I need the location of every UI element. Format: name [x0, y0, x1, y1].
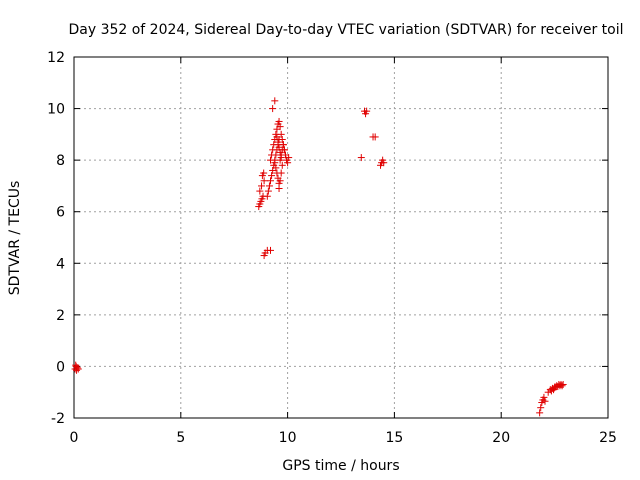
data-point — [267, 177, 275, 185]
data-point — [357, 154, 365, 162]
data-point — [276, 177, 284, 185]
data-point — [270, 141, 278, 149]
plot-frame — [73, 56, 609, 419]
data-point — [277, 130, 285, 138]
y-tick-label: 10 — [47, 102, 65, 118]
x-tick-label: 25 — [599, 430, 617, 446]
y-tick-label: 6 — [56, 205, 65, 221]
y-tick-label: 4 — [56, 256, 65, 272]
data-point — [554, 383, 562, 391]
x-tick-label: 20 — [492, 430, 510, 446]
data-point — [275, 185, 283, 193]
chart-title: Day 352 of 2024, Sidereal Day-to-day VTE… — [68, 22, 623, 38]
data-point — [256, 187, 264, 195]
data-point — [363, 107, 371, 115]
data-point — [274, 138, 282, 146]
data-point — [271, 159, 279, 167]
y-tick-label: -2 — [51, 411, 65, 427]
data-point — [74, 365, 82, 373]
data-point — [541, 397, 549, 405]
data-point — [280, 146, 288, 154]
data-point — [279, 141, 287, 149]
data-point — [275, 117, 283, 125]
data-point — [278, 136, 286, 144]
y-tick-label: 8 — [56, 153, 65, 169]
data-point — [269, 146, 277, 154]
data-point — [273, 133, 281, 141]
data-point — [268, 151, 276, 159]
data-point — [536, 409, 544, 417]
y-tick-label: 2 — [56, 308, 65, 324]
y-tick-label: 0 — [56, 359, 65, 375]
data-point — [276, 123, 284, 131]
data-point — [558, 382, 566, 390]
data-point — [267, 246, 275, 254]
data-point — [258, 182, 266, 190]
data-point — [281, 151, 289, 159]
data-point — [371, 133, 379, 141]
x-axis-label: GPS time / hours — [282, 458, 399, 474]
grid — [74, 57, 608, 418]
data-point — [267, 156, 275, 164]
data-point — [263, 192, 271, 200]
x-tick-label: 15 — [385, 430, 403, 446]
data-point — [537, 404, 545, 412]
x-tick-label: 5 — [176, 430, 185, 446]
axis-ticks: 0 5 10 15 20 25 -2 0 2 4 6 8 10 12 — [47, 50, 617, 446]
data-point — [260, 177, 268, 185]
data-point — [73, 366, 81, 374]
y-axis-label: SDTVAR / TECUs — [7, 181, 23, 296]
data-point — [260, 169, 268, 177]
x-tick-label: 10 — [279, 430, 297, 446]
data-point — [276, 156, 284, 164]
data-point — [380, 159, 388, 167]
data-point — [278, 161, 286, 169]
y-tick-label: 12 — [47, 50, 65, 66]
data-point — [272, 164, 280, 172]
data-point — [268, 172, 276, 180]
data-point — [271, 97, 279, 105]
data-point — [269, 105, 277, 113]
data-point — [559, 380, 567, 388]
data-point — [284, 159, 292, 167]
data-point — [265, 182, 273, 190]
data-point — [540, 393, 548, 401]
data-point — [72, 361, 80, 369]
data-points — [71, 97, 567, 417]
data-point — [277, 169, 285, 177]
x-tick-label: 0 — [70, 430, 79, 446]
data-point — [264, 187, 272, 195]
